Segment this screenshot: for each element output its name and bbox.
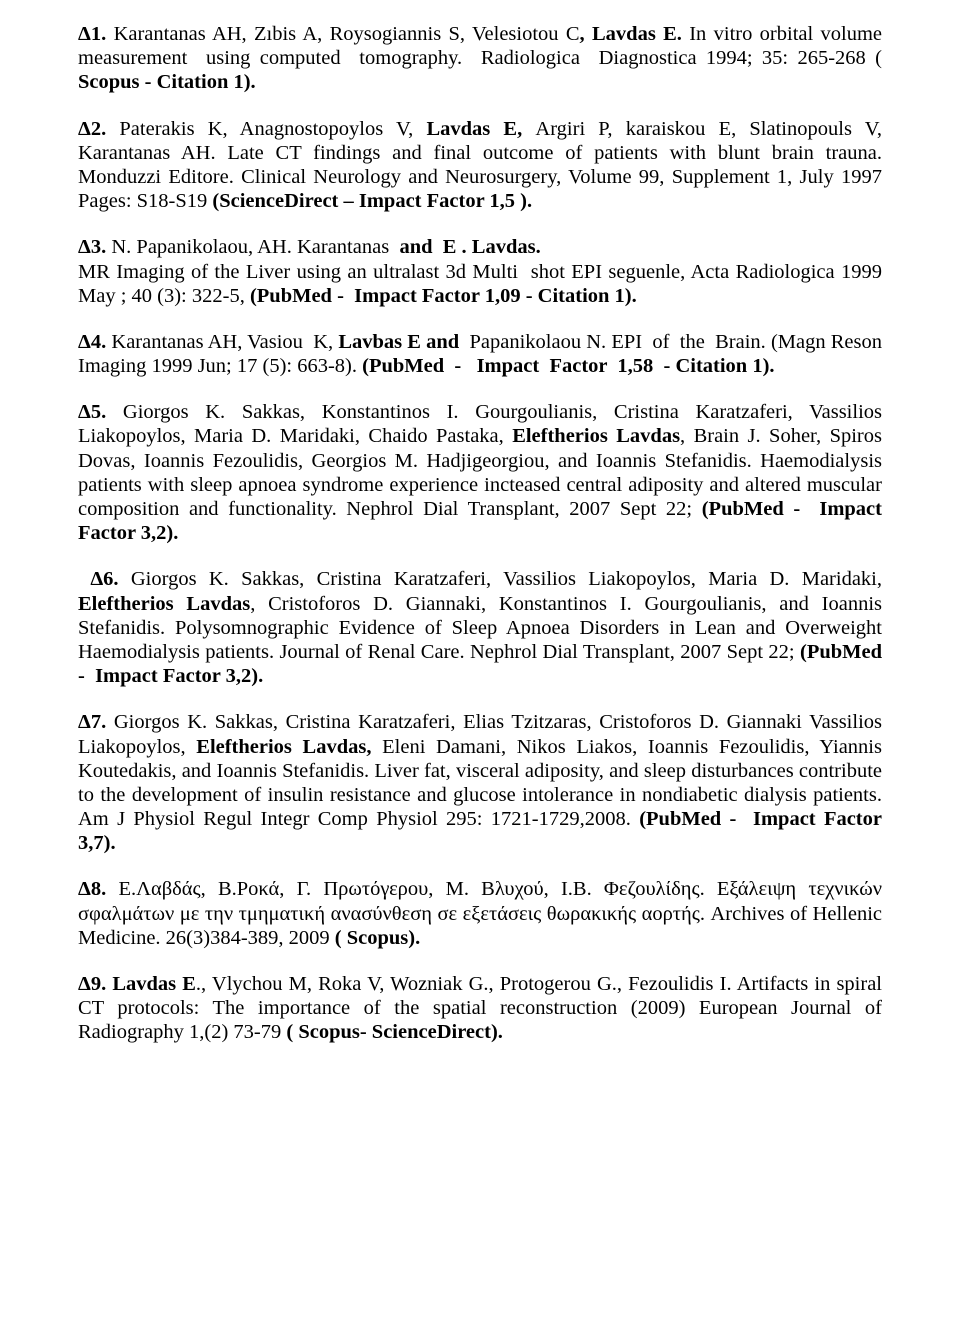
reference-entry: Δ6. Giorgos K. Sakkas, Cristina Karatzaf…: [78, 567, 882, 688]
reference-entry: Δ1. Karantanas AH, Zıbis A, Roysogiannis…: [78, 22, 882, 95]
reference-entry: Δ7. Giorgos K. Sakkas, Cristina Karatzaf…: [78, 710, 882, 855]
bold-text-run: Δ2.: [78, 118, 119, 140]
bold-text-run: (ScienceDirect – Impact Factor 1,5 ).: [212, 190, 532, 212]
bold-text-run: Δ3.: [78, 236, 111, 258]
text-run: Giorgos K. Sakkas, Cristina Karatzaferi,…: [131, 568, 887, 590]
bold-text-run: Eleftherios Lavdas,: [196, 736, 382, 758]
bold-text-run: Δ7.: [78, 711, 114, 733]
document-page: Δ1. Karantanas AH, Zıbis A, Roysogiannis…: [0, 0, 960, 1332]
bold-text-run: Δ6.: [78, 568, 131, 590]
bold-text-run: Lavdas E,: [426, 118, 535, 140]
text-run: N. Papanikolaou, AH. Karantanas: [111, 236, 394, 258]
text-run: Karantanas AH, Zıbis A, Roysogiannis S, …: [114, 23, 580, 45]
reference-entry: Δ4. Karantanas AH, Vasiou K, Lavbas E an…: [78, 330, 882, 378]
bold-text-run: (PubMed - Impact Factor 1,58 - Citation …: [362, 355, 774, 377]
reference-entry: Δ3. N. Papanikolaou, AH. Karantanas and …: [78, 235, 882, 308]
bold-text-run: Δ9. Lavdas E: [78, 973, 196, 995]
bold-text-run: Lavbas E and: [338, 331, 464, 353]
bold-text-run: Eleftherios Lavdas: [512, 425, 680, 447]
bold-text-run: ( Scopus).: [335, 927, 420, 949]
bold-text-run: ( Scopus- ScienceDirect).: [286, 1021, 503, 1043]
text-run: Paterakis K, Anagnostopoylos V,: [119, 118, 426, 140]
reference-entry: Δ5. Giorgos K. Sakkas, Konstantinos I. G…: [78, 400, 882, 545]
text-run: Karantanas AH, Vasiou K,: [111, 331, 338, 353]
bold-text-run: (PubMed - Impact Factor 1,09 - Citation …: [250, 285, 637, 307]
bold-text-run: , Lavdas E.: [580, 23, 690, 45]
reference-entry: Δ8. Ε.Λαβδάς, Β.Ροκά, Γ. Πρωτόγερου, Μ. …: [78, 877, 882, 950]
bold-text-run: Δ1.: [78, 23, 114, 45]
bold-text-run: Δ5.: [78, 401, 123, 423]
bold-text-run: and E . Lavdas.: [394, 236, 540, 258]
text-run: Ε.Λαβδάς, Β.Ροκά, Γ. Πρωτόγερου, Μ. Βλυχ…: [78, 878, 887, 948]
bold-text-run: Δ4.: [78, 331, 111, 353]
reference-entry: Δ2. Paterakis K, Anagnostopoylos V, Lavd…: [78, 117, 882, 214]
bold-text-run: Δ8.: [78, 878, 118, 900]
bold-text-run: Eleftherios Lavdas: [78, 593, 250, 615]
reference-entry: Δ9. Lavdas E., Vlychou M, Roka V, Woznia…: [78, 972, 882, 1045]
bold-text-run: Scopus - Citation 1).: [78, 71, 256, 93]
